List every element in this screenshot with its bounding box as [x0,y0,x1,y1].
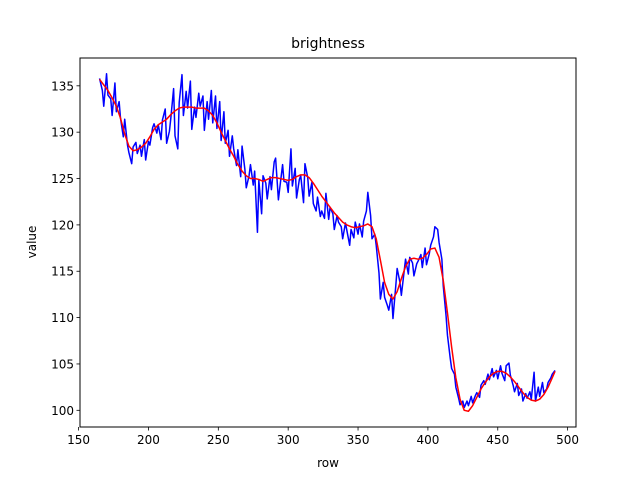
y-tick-label: 110 [51,311,74,325]
x-tick-label: 450 [486,433,509,447]
x-tick-label: 500 [556,433,579,447]
x-axis-label: row [317,456,339,470]
series-line-smoothed [98,78,556,412]
y-tick-label: 120 [51,218,74,232]
y-tick-label: 105 [51,357,74,371]
y-axis-label: value [25,226,39,259]
y-tick-label: 130 [51,126,74,140]
x-tick-label: 300 [277,433,300,447]
chart-title: brightness [291,36,365,52]
x-tick-label: 250 [207,433,230,447]
series-line-raw [98,73,556,409]
y-tick-label: 115 [51,265,74,279]
x-tick-label: 350 [347,433,370,447]
plot-frame [79,57,577,428]
plot-area: 150 200 250 300 350 400 450 500 100 105 110 115 120 1… [51,57,579,447]
y-tick-label: 125 [51,172,74,186]
x-tick-label: 150 [67,433,90,447]
x-tick-label: 400 [416,433,439,447]
y-tick-label: 100 [51,404,74,418]
x-tick-label: 200 [137,433,160,447]
y-tick-label: 135 [51,79,74,93]
